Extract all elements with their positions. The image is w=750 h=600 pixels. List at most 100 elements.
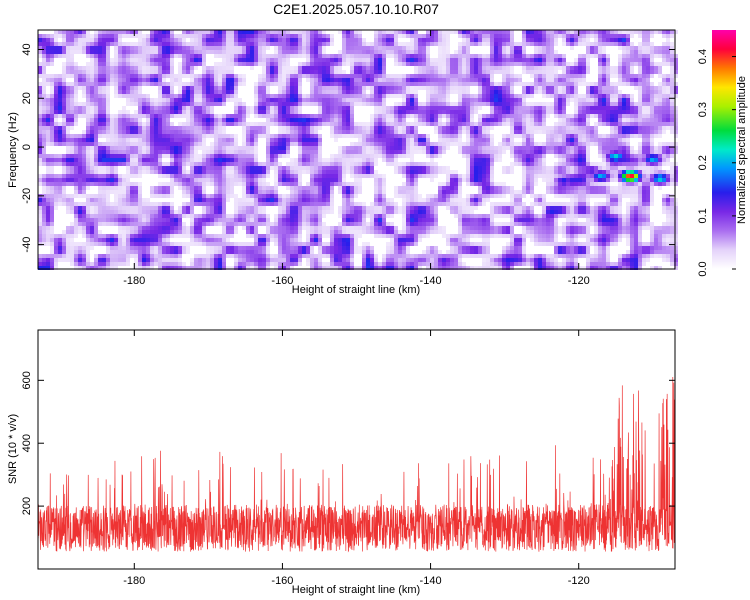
- heatmap-cell: [54, 102, 58, 106]
- heatmap-cell: [378, 154, 382, 158]
- heatmap-cell: [674, 114, 678, 118]
- heatmap-cell: [494, 90, 498, 94]
- heatmap-cell: [534, 170, 538, 174]
- heatmap-cell: [66, 50, 70, 54]
- heatmap-cell: [606, 106, 610, 110]
- heatmap-cell: [230, 46, 234, 50]
- heatmap-cell: [230, 94, 234, 98]
- heatmap-cell: [654, 106, 658, 110]
- heatmap-cell: [130, 126, 134, 130]
- heatmap-cell: [62, 74, 66, 78]
- heatmap-cell: [278, 50, 282, 54]
- heatmap-cell: [406, 142, 410, 146]
- heatmap-cell: [198, 142, 202, 146]
- heatmap-cell: [118, 110, 122, 114]
- heatmap-cell: [622, 82, 626, 86]
- heatmap-cell: [178, 130, 182, 134]
- heatmap-cell: [598, 102, 602, 106]
- heatmap-cell: [50, 162, 54, 166]
- heatmap-cell: [578, 162, 582, 166]
- heatmap-cell: [478, 66, 482, 70]
- heatmap-cell: [562, 122, 566, 126]
- heatmap-cell: [98, 50, 102, 54]
- heatmap-cell: [190, 30, 194, 34]
- heatmap-cell: [446, 126, 450, 130]
- heatmap-cell: [182, 114, 186, 118]
- heatmap-cell: [106, 94, 110, 98]
- heatmap-cell: [182, 146, 186, 150]
- heatmap-cell: [206, 126, 210, 130]
- heatmap-cell: [194, 142, 198, 146]
- heatmap-cell: [178, 78, 182, 82]
- heatmap-cell: [518, 74, 522, 78]
- heatmap-cell: [382, 78, 386, 82]
- heatmap-cell: [442, 134, 446, 138]
- heatmap-cell: [290, 34, 294, 38]
- heatmap-cell: [438, 154, 442, 158]
- heatmap-cell: [66, 130, 70, 134]
- heatmap-cell: [350, 38, 354, 42]
- heatmap-cell: [118, 90, 122, 94]
- heatmap-cell: [122, 58, 126, 62]
- heatmap-cell: [254, 130, 258, 134]
- heatmap-cell: [614, 34, 618, 38]
- heatmap-cell: [538, 46, 542, 50]
- heatmap-cell: [322, 166, 326, 170]
- heatmap-cell: [470, 118, 474, 122]
- heatmap-cell: [198, 114, 202, 118]
- heatmap-cell: [90, 142, 94, 146]
- heatmap-cell: [334, 110, 338, 114]
- heatmap-cell: [278, 38, 282, 42]
- heatmap-cell: [110, 78, 114, 82]
- heatmap-cell: [194, 66, 198, 70]
- heatmap-cell: [514, 114, 518, 118]
- heatmap-cell: [374, 46, 378, 50]
- heatmap-cell: [442, 94, 446, 98]
- heatmap-cell: [370, 130, 374, 134]
- heatmap-cell: [530, 166, 534, 170]
- heatmap-cell: [154, 102, 158, 106]
- heatmap-cell: [282, 130, 286, 134]
- heatmap-cell: [434, 118, 438, 122]
- heatmap-cell: [138, 150, 142, 154]
- heatmap-cell: [78, 70, 82, 74]
- heatmap-cell: [70, 38, 74, 42]
- heatmap-cell: [490, 110, 494, 114]
- heatmap-cell: [450, 78, 454, 82]
- heatmap-cell: [282, 170, 286, 174]
- heatmap-cell: [638, 90, 642, 94]
- heatmap-cell: [306, 38, 310, 42]
- heatmap-cell: [46, 110, 50, 114]
- heatmap-cell: [566, 126, 570, 130]
- heatmap-cell: [654, 102, 658, 106]
- heatmap-cell: [322, 30, 326, 34]
- heatmap-cell: [262, 66, 266, 70]
- heatmap-cell: [274, 30, 278, 34]
- heatmap-cell: [422, 50, 426, 54]
- heatmap-cell: [454, 170, 458, 174]
- heatmap-cell: [602, 118, 606, 122]
- heatmap-cell: [670, 142, 674, 146]
- heatmap-cell: [90, 38, 94, 42]
- heatmap-cell: [194, 98, 198, 102]
- heatmap-cell: [82, 138, 86, 142]
- heatmap-cell: [518, 94, 522, 98]
- heatmap-cell: [54, 142, 58, 146]
- heatmap-cell: [542, 102, 546, 106]
- heatmap-cell: [174, 106, 178, 110]
- heatmap-cell: [550, 86, 554, 90]
- heatmap-cell: [566, 166, 570, 170]
- heatmap-cell: [234, 50, 238, 54]
- heatmap-cell: [426, 166, 430, 170]
- heatmap-cell: [86, 62, 90, 66]
- heatmap-cell: [202, 50, 206, 54]
- heatmap-cell: [366, 126, 370, 130]
- heatmap-cell: [206, 154, 210, 158]
- heatmap-cell: [258, 134, 262, 138]
- heatmap-cell: [450, 30, 454, 34]
- heatmap-cell: [342, 130, 346, 134]
- heatmap-cell: [326, 42, 330, 46]
- heatmap-cell: [262, 30, 266, 34]
- heatmap-cell: [622, 94, 626, 98]
- heatmap-cell: [234, 170, 238, 174]
